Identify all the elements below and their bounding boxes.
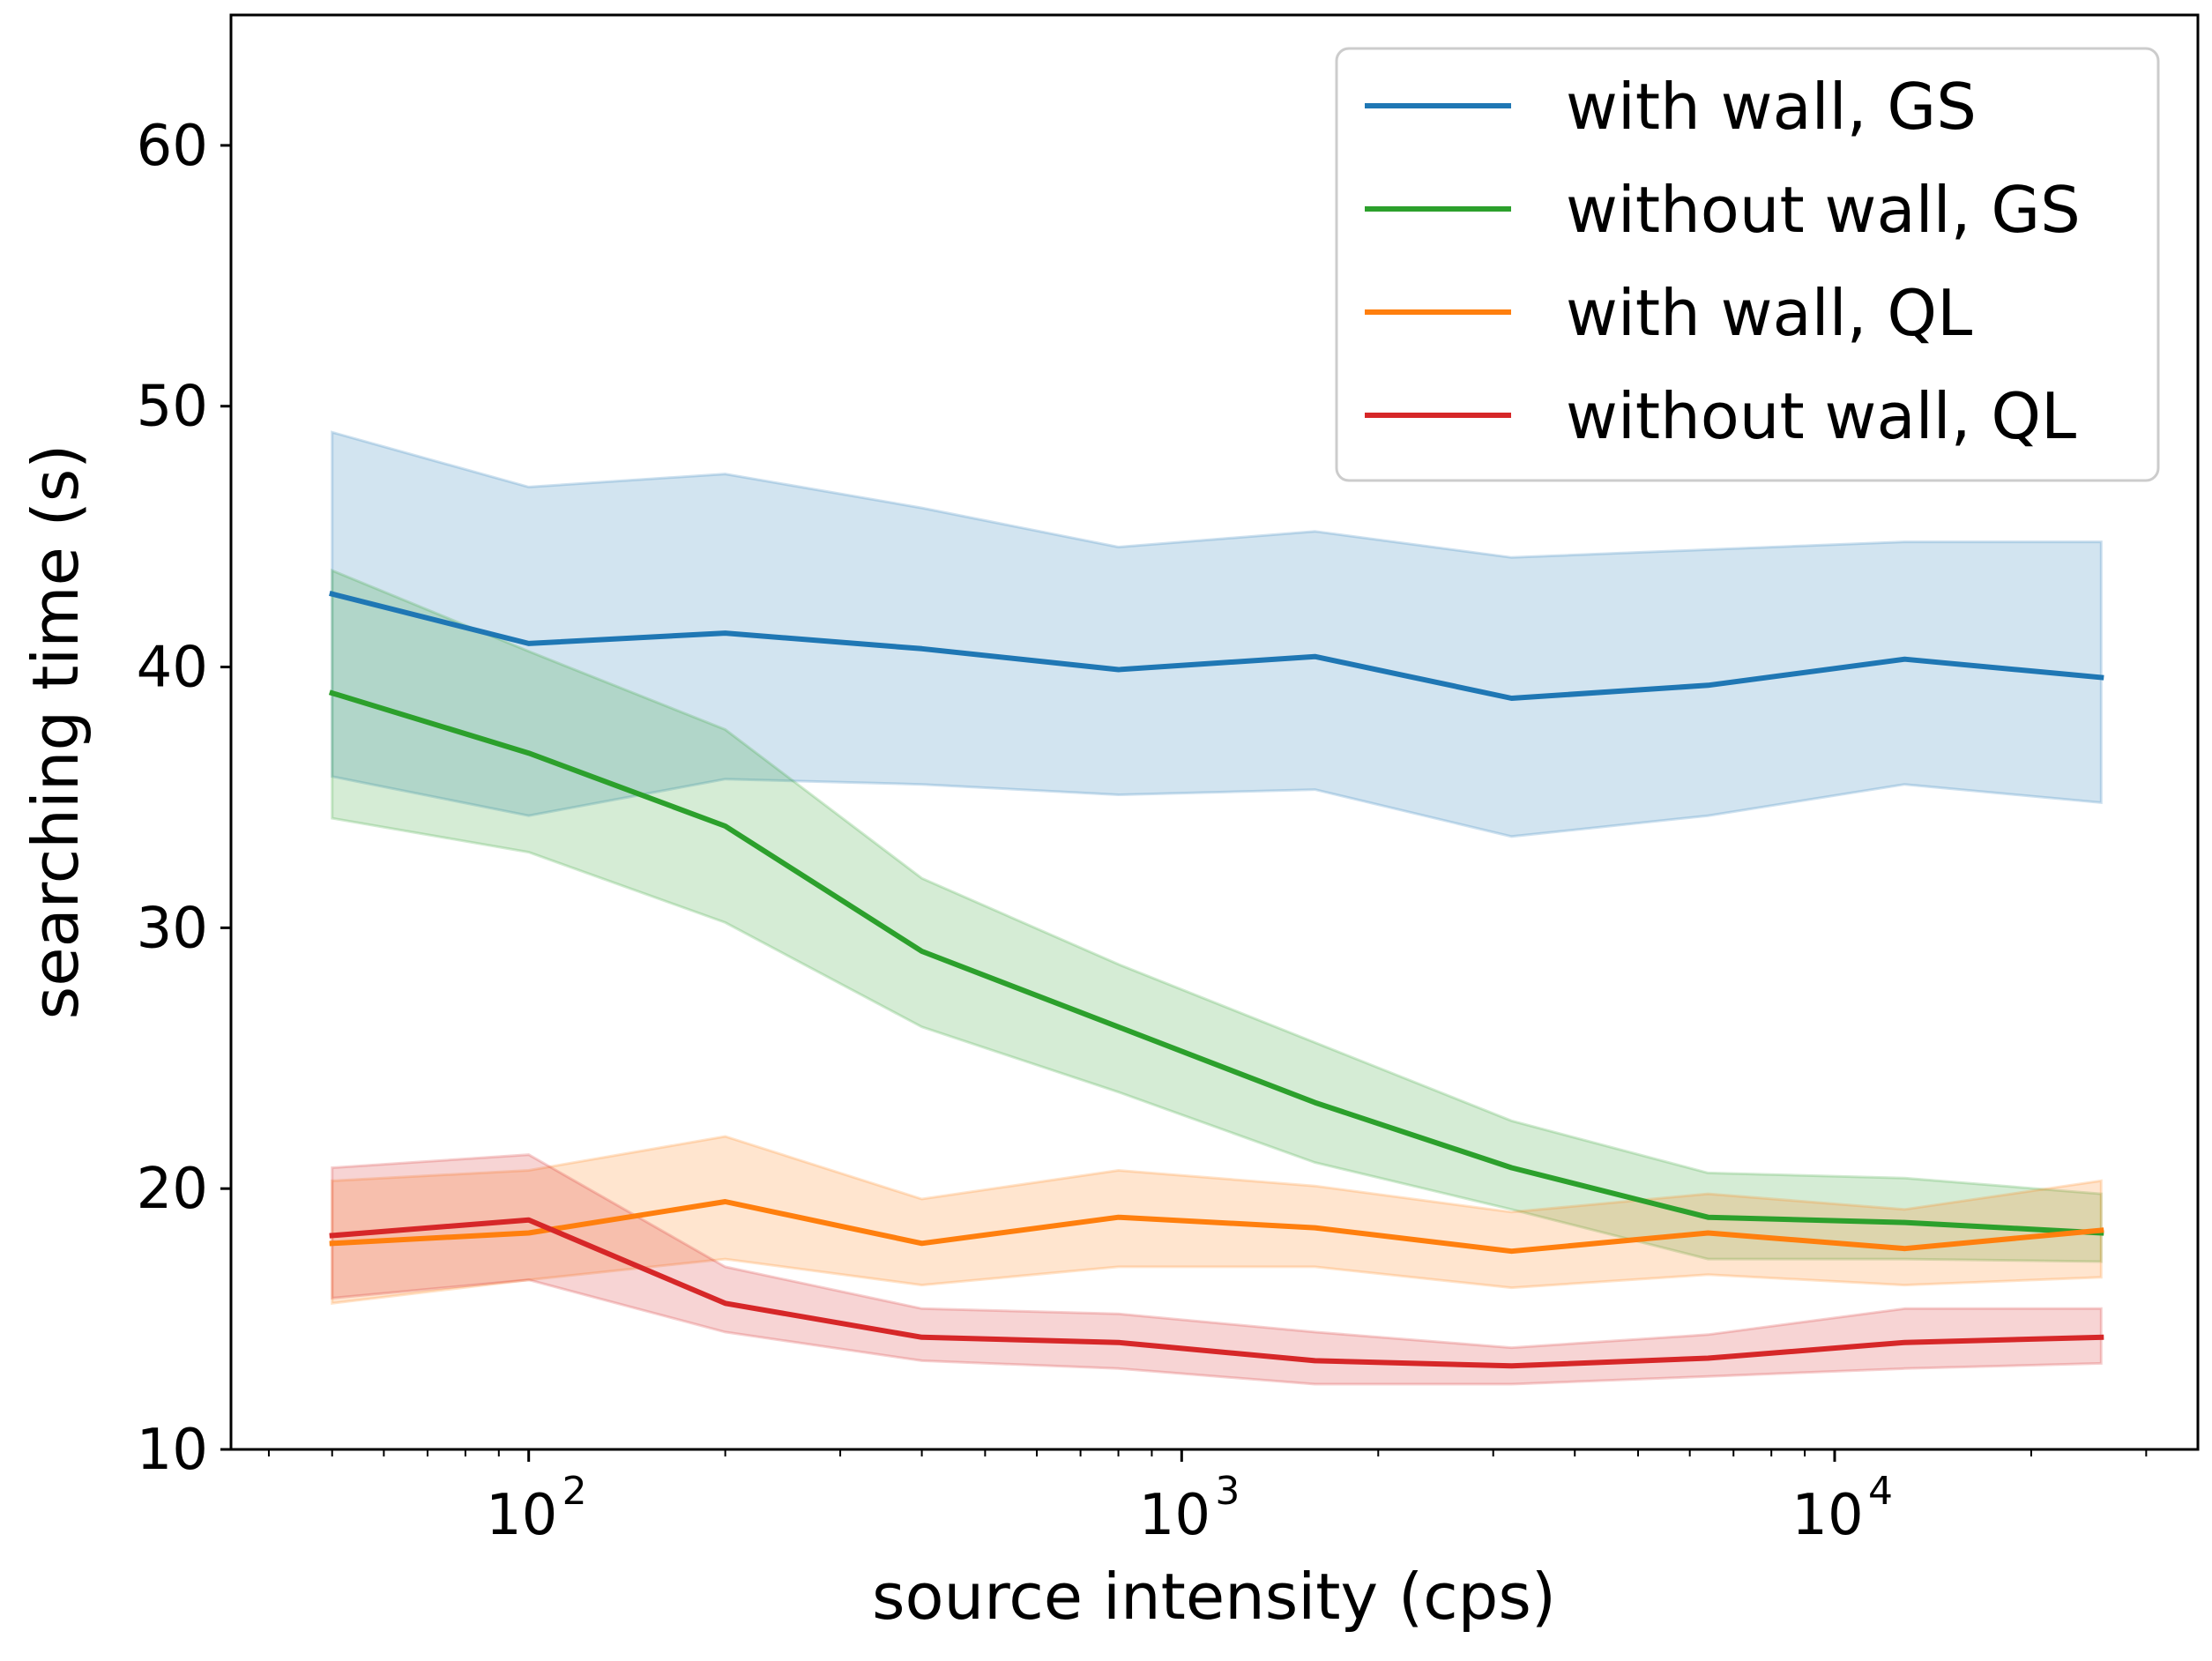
x-tick-label: 10 2 [486,1469,587,1548]
x-tick-label: 10 4 [1791,1469,1893,1548]
x-axis-label: source intensity (cps) [872,1560,1556,1634]
legend-label: with wall, GS [1566,70,1977,144]
legend-item-with-wall-ql: with wall, QL [1365,276,1972,350]
legend: with wall, GS without wall, GS with wall, … [1335,47,2160,482]
x-tick-exponent: 4 [1868,1469,1893,1514]
band-with-wall-gs [331,430,2103,838]
x-tick-exponent: 2 [562,1469,587,1514]
band-without-wall-gs [331,568,2103,1263]
x-tick-exponent: 3 [1215,1469,1240,1514]
x-tick-base: 10 [1791,1483,1863,1548]
x-tick-base: 10 [486,1483,557,1548]
legend-label: without wall, GS [1566,173,2081,247]
y-tick-label: 60 [137,114,208,179]
y-axis-ticks: 10 20 30 40 50 60 [137,114,231,1483]
y-tick-label: 30 [137,896,208,961]
line-with-wall-gs [329,591,2104,701]
line-without-wall-gs [328,689,2104,1236]
line-without-wall-ql [329,1217,2104,1369]
plot-area-frame [229,13,2200,1451]
legend-label: with wall, QL [1566,276,1972,350]
x-tick-base: 10 [1139,1483,1210,1548]
legend-item-without-wall-ql: without wall, QL [1365,379,2076,453]
legend-frame [1335,47,2160,482]
y-tick-label: 10 [137,1418,208,1483]
x-axis-ticks: 10 2 10 3 10 4 [267,1449,2148,1548]
line-with-wall-ql [329,1199,2104,1255]
band-without-wall-ql [331,1153,2103,1386]
y-axis-label: searching time (s) [19,444,93,1020]
y-tick-label: 50 [137,375,208,440]
legend-items: with wall, GS without wall, GS with wall, … [1365,70,2081,453]
legend-item-with-wall-gs: with wall, GS [1365,70,1977,144]
legend-label: without wall, QL [1566,379,2076,453]
series-lines [328,591,2104,1369]
x-tick-label: 10 3 [1139,1469,1240,1548]
y-tick-label: 40 [137,636,208,701]
y-tick-label: 20 [137,1157,208,1222]
legend-item-without-wall-gs: without wall, GS [1365,173,2081,247]
